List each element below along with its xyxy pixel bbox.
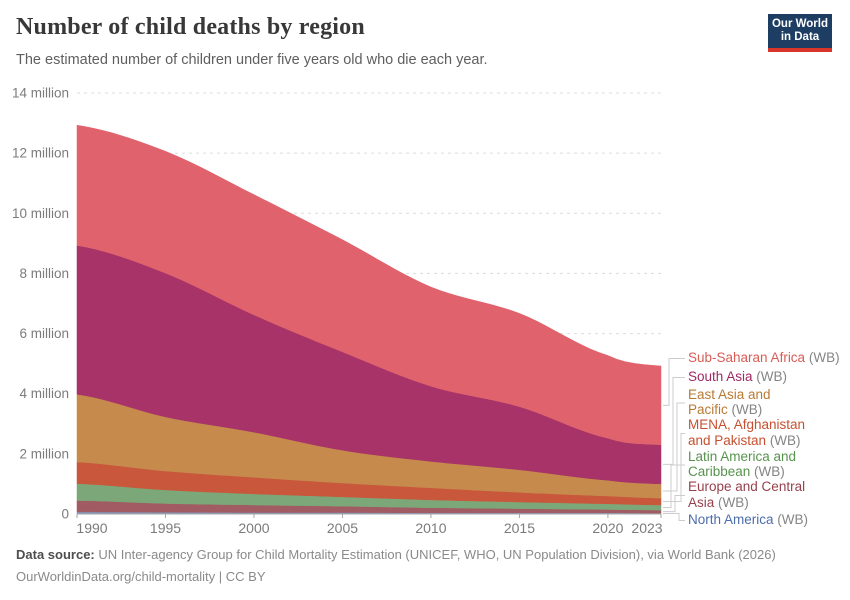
x-tick-label: 2020 <box>592 520 623 536</box>
legend-label-line: Asia (WB) <box>688 494 749 510</box>
legend-connector-line <box>663 464 685 508</box>
legend-label-line: North America (WB) <box>688 511 809 527</box>
x-tick-label: 1990 <box>76 520 107 536</box>
x-tick-label: 1995 <box>150 520 181 536</box>
legend-label-line: MENA, Afghanistan <box>688 417 806 432</box>
chart-subtitle: The estimated number of children under f… <box>16 52 488 68</box>
x-tick-label: 2015 <box>504 520 535 536</box>
legend-label-line: Pacific (WB) <box>688 402 763 417</box>
legend-label-line: Latin America and <box>688 448 797 464</box>
chart-footer: Data source: UN Inter-agency Group for C… <box>16 544 776 588</box>
legend-label-line: East Asia and <box>688 386 771 402</box>
legend-label-suffix: (WB) <box>714 494 749 510</box>
legend-connector-line <box>663 358 685 406</box>
legend-item-east-asia-and-pacific[interactable]: East Asia and Pacific (WB) <box>688 387 771 418</box>
footer-source-line: Data source: UN Inter-agency Group for C… <box>16 544 776 566</box>
legend-connector-line <box>663 402 685 492</box>
owid-logo[interactable]: Our World in Data <box>768 14 832 52</box>
legend-label-suffix: (WB) <box>752 368 788 384</box>
legend-connector-line <box>663 377 685 465</box>
y-tick-label: 10 million <box>12 206 69 221</box>
footer-license-line[interactable]: OurWorldinData.org/child-mortality | CC … <box>16 569 266 584</box>
legend-item-north-america[interactable]: North America (WB) <box>688 512 808 528</box>
data-source-label: Data source: <box>16 547 95 562</box>
legend-label-line: Sub-Saharan Africa (WB) <box>688 349 840 365</box>
legend-label-line: South Asia (WB) <box>688 368 788 384</box>
area-sub-saharan-africa[interactable] <box>76 124 662 446</box>
legend-item-mena-afghanistan-and-pakistan[interactable]: MENA, Afghanistan and Pakistan (WB) <box>688 417 805 448</box>
legend-item-europe-and-central-asia[interactable]: Europe and Central Asia (WB) <box>688 479 805 510</box>
y-tick-label: 0 <box>61 507 69 522</box>
owid-logo-line2: in Data <box>780 31 820 43</box>
y-tick-label: 2 million <box>19 446 69 461</box>
x-tick-label: 2023 <box>631 520 662 536</box>
y-tick-label: 4 million <box>19 386 69 401</box>
y-tick-label: 6 million <box>19 326 69 341</box>
legend-connector-line <box>663 433 685 502</box>
legend-label-line: and Pakistan (WB) <box>688 432 801 448</box>
legend-item-latin-america-and-caribbean[interactable]: Latin America and Caribbean (WB) <box>688 449 796 480</box>
legend-label-line: Caribbean (WB) <box>688 464 785 479</box>
legend-item-sub-saharan-africa[interactable]: Sub-Saharan Africa (WB) <box>688 350 840 366</box>
legend-connector-line <box>663 495 685 513</box>
legend-label-suffix: (WB) <box>750 464 785 479</box>
legend-connector-line <box>663 513 685 521</box>
legend-label-suffix: (WB) <box>766 432 801 448</box>
legend-item-south-asia[interactable]: South Asia (WB) <box>688 369 787 385</box>
owid-logo-line1: Our World <box>771 18 828 30</box>
legend-label-suffix: (WB) <box>727 402 763 417</box>
legend-label-suffix: (WB) <box>805 349 840 365</box>
x-tick-label: 2010 <box>415 520 446 536</box>
data-source-text: UN Inter-agency Group for Child Mortalit… <box>98 547 776 562</box>
page-title: Number of child deaths by region <box>16 14 365 40</box>
x-tick-label: 2000 <box>238 520 269 536</box>
x-tick-label: 2005 <box>327 520 358 536</box>
y-tick-label: 8 million <box>19 266 69 281</box>
legend-label-suffix: (WB) <box>773 511 809 527</box>
y-tick-label: 14 million <box>12 86 69 101</box>
legend-label-line: Europe and Central <box>688 479 806 494</box>
y-tick-label: 12 million <box>12 146 69 161</box>
